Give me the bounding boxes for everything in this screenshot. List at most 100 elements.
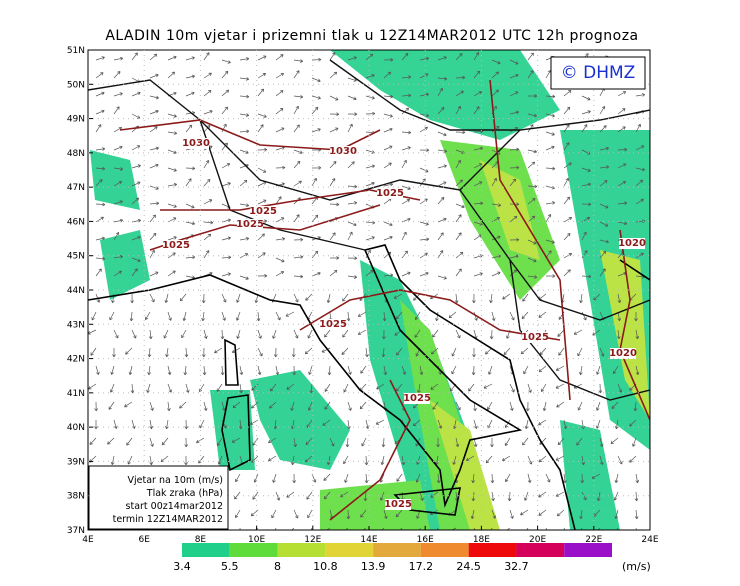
wind-arrow <box>432 401 439 410</box>
wind-arrow <box>311 77 321 83</box>
wind-arrow <box>455 159 461 169</box>
wind-arrow <box>239 129 250 134</box>
wind-arrow <box>381 347 386 358</box>
wind-arrow <box>149 126 158 133</box>
wind-arrow <box>633 401 638 412</box>
wind-arrow <box>167 401 171 412</box>
wind-arrow <box>113 71 121 79</box>
wind-arrow <box>365 181 375 187</box>
wind-arrow <box>182 311 187 321</box>
wind-arrow <box>414 329 421 338</box>
wind-arrow <box>527 113 538 118</box>
wind-arrow <box>167 149 177 154</box>
wind-arrow <box>131 91 141 97</box>
wind-arrow <box>555 365 565 371</box>
wind-arrow <box>257 73 267 79</box>
wind-arrow <box>275 527 277 530</box>
wind-arrow <box>437 181 447 187</box>
wind-arrow <box>203 233 212 241</box>
wind-arrow <box>236 329 241 339</box>
isobar-label-bg <box>163 240 189 251</box>
wind-arrow <box>581 95 591 101</box>
wind-arrow <box>581 167 591 173</box>
color-legend: 3.4 5.5 8 10.8 13.9 17.2 24.5 32.7 (m/s) <box>173 543 651 573</box>
wind-arrow <box>346 311 351 322</box>
wind-arrow <box>455 401 461 411</box>
wind-arrow <box>235 311 241 321</box>
wind-arrow <box>520 509 529 516</box>
wind-arrow <box>95 91 105 97</box>
wind-arrow <box>324 383 331 392</box>
wind-arrow <box>491 59 501 65</box>
graticule: 51N 50N 49N 48N 47N 46N 45N 44N 43N 42N 41N 40N 39N 3… <box>67 46 659 545</box>
wind-arrow <box>383 235 393 241</box>
wind-arrow <box>616 329 621 340</box>
wind-arrow <box>473 527 476 530</box>
legend-label: 8 <box>274 560 281 573</box>
wind-arrow <box>257 167 267 173</box>
wind-arrow <box>285 311 295 317</box>
wind-arrow <box>167 113 177 118</box>
legend-swatch <box>420 543 469 557</box>
wind-arrow <box>322 419 331 426</box>
info-line: termin 12Z14MAR2012 <box>113 514 223 525</box>
wind-arrow <box>509 91 519 97</box>
wind-arrow <box>491 254 501 259</box>
wind-arrow <box>563 217 573 223</box>
wind-arrow <box>234 491 241 500</box>
wind-arrow <box>145 311 151 321</box>
wind-arrow <box>383 145 393 151</box>
isobar-label: 1025 <box>384 499 412 510</box>
wind-arrow <box>221 106 228 115</box>
wind-arrow <box>383 127 393 133</box>
wind-arrow <box>538 365 547 373</box>
wind-arrow <box>293 124 300 133</box>
wind-arrow <box>95 179 103 187</box>
lon-label: 22E <box>585 535 602 545</box>
wind-arrow <box>275 271 285 277</box>
wind-arrow <box>563 233 571 241</box>
wind-arrow <box>617 108 626 115</box>
wind-arrow <box>216 437 223 446</box>
wind-arrow <box>527 184 538 189</box>
wind-arrow <box>201 311 205 322</box>
isobar-label-bg <box>385 499 411 510</box>
wind-arrow <box>308 365 313 375</box>
wind-arrow <box>455 75 466 80</box>
wind-arrow <box>472 347 476 358</box>
wind-arrow <box>179 401 187 409</box>
wind-arrow <box>185 166 196 171</box>
wind-arrow <box>527 455 533 465</box>
wind-arrow <box>523 365 529 375</box>
wind-arrow <box>401 130 412 135</box>
wind-arrow <box>473 106 480 115</box>
wind-arrow <box>597 527 601 530</box>
wind-arrow <box>437 149 448 153</box>
wind-arrow <box>613 491 619 501</box>
wind-arrow <box>95 124 102 133</box>
wind-arrow <box>545 145 555 151</box>
wind-arrow <box>509 383 515 393</box>
wind-arrow <box>383 221 393 227</box>
wind-arrow <box>599 239 609 244</box>
wind-arrow <box>505 473 511 483</box>
wind-arrow <box>599 437 604 447</box>
isobar-label: 1020 <box>618 238 646 249</box>
wind-arrow <box>257 88 265 97</box>
legend-swatch <box>229 543 278 557</box>
wind-arrow <box>599 125 607 133</box>
wind-arrow <box>347 256 358 261</box>
wind-arrow <box>275 196 282 205</box>
wind-arrow <box>329 127 339 133</box>
wind-arrow <box>381 527 385 530</box>
wind-arrow <box>292 365 297 376</box>
wind-arrow <box>527 383 532 393</box>
wind-arrow <box>502 293 511 300</box>
wind-arrow <box>376 383 385 390</box>
wind-arrow <box>527 473 532 483</box>
wind-arrow <box>252 491 259 500</box>
legend-swatch <box>516 543 565 557</box>
isobar-label: 1025 <box>403 393 431 404</box>
wind-arrow <box>527 70 534 79</box>
